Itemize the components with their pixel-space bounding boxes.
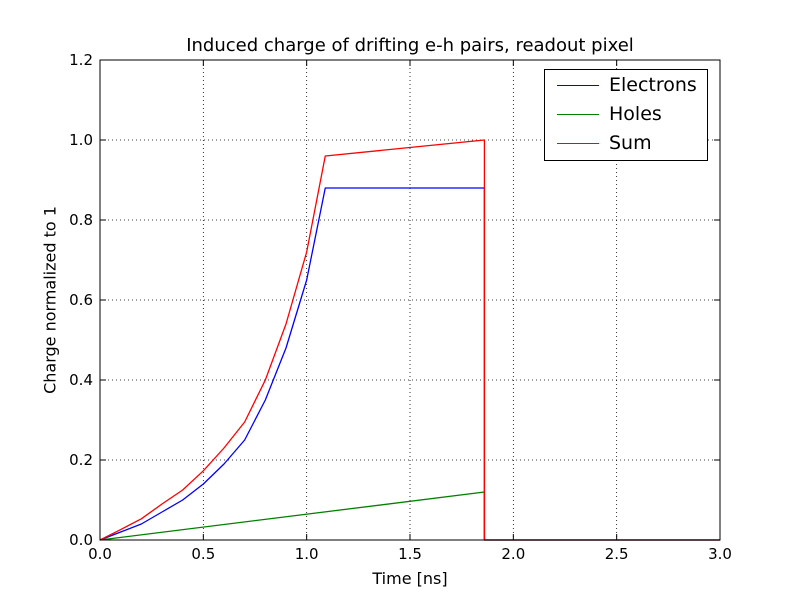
x-tick-label: 1.0 bbox=[295, 545, 319, 563]
y-tick-label: 1.0 bbox=[69, 131, 93, 149]
x-axis-label: Time [ns] bbox=[372, 569, 448, 588]
y-tick-label: 0.8 bbox=[69, 211, 93, 229]
x-tick-label: 2.0 bbox=[501, 545, 525, 563]
y-tick-label: 0.0 bbox=[69, 531, 93, 549]
legend-item-sum: Sum bbox=[545, 129, 707, 157]
y-tick-label: 0.4 bbox=[69, 371, 93, 389]
series-line-electrons bbox=[99, 187, 720, 541]
x-tick-label: 2.5 bbox=[605, 545, 629, 563]
axis-ticks: 0.0 0.5 1.0 1.5 2.0 2.5 3.0 0.0 0.2 0.4 0.6 0.8 1.0 1… bbox=[69, 51, 732, 563]
series-line-sum bbox=[99, 139, 720, 541]
legend-swatch-sum bbox=[557, 143, 599, 144]
y-tick-label: 1.2 bbox=[69, 51, 93, 69]
legend-item-holes: Holes bbox=[545, 100, 707, 128]
x-tick-label: 0.0 bbox=[88, 545, 112, 563]
legend-item-electrons: Electrons bbox=[545, 71, 707, 99]
x-tick-label: 3.0 bbox=[708, 545, 732, 563]
legend-label-electrons: Electrons bbox=[609, 74, 697, 96]
legend-label-sum: Sum bbox=[609, 132, 652, 154]
chart-title: Induced charge of drifting e-h pairs, re… bbox=[186, 35, 634, 56]
x-tick-label: 0.5 bbox=[191, 545, 215, 563]
legend-label-holes: Holes bbox=[609, 103, 662, 125]
legend-swatch-holes bbox=[557, 114, 599, 115]
y-axis-label: Charge normalized to 1 bbox=[40, 206, 60, 394]
legend: Electrons Holes Sum bbox=[544, 69, 708, 161]
y-tick-label: 0.2 bbox=[69, 451, 93, 469]
y-tick-label: 0.6 bbox=[69, 291, 93, 309]
legend-swatch-electrons bbox=[557, 85, 599, 86]
x-tick-label: 1.5 bbox=[398, 545, 422, 563]
